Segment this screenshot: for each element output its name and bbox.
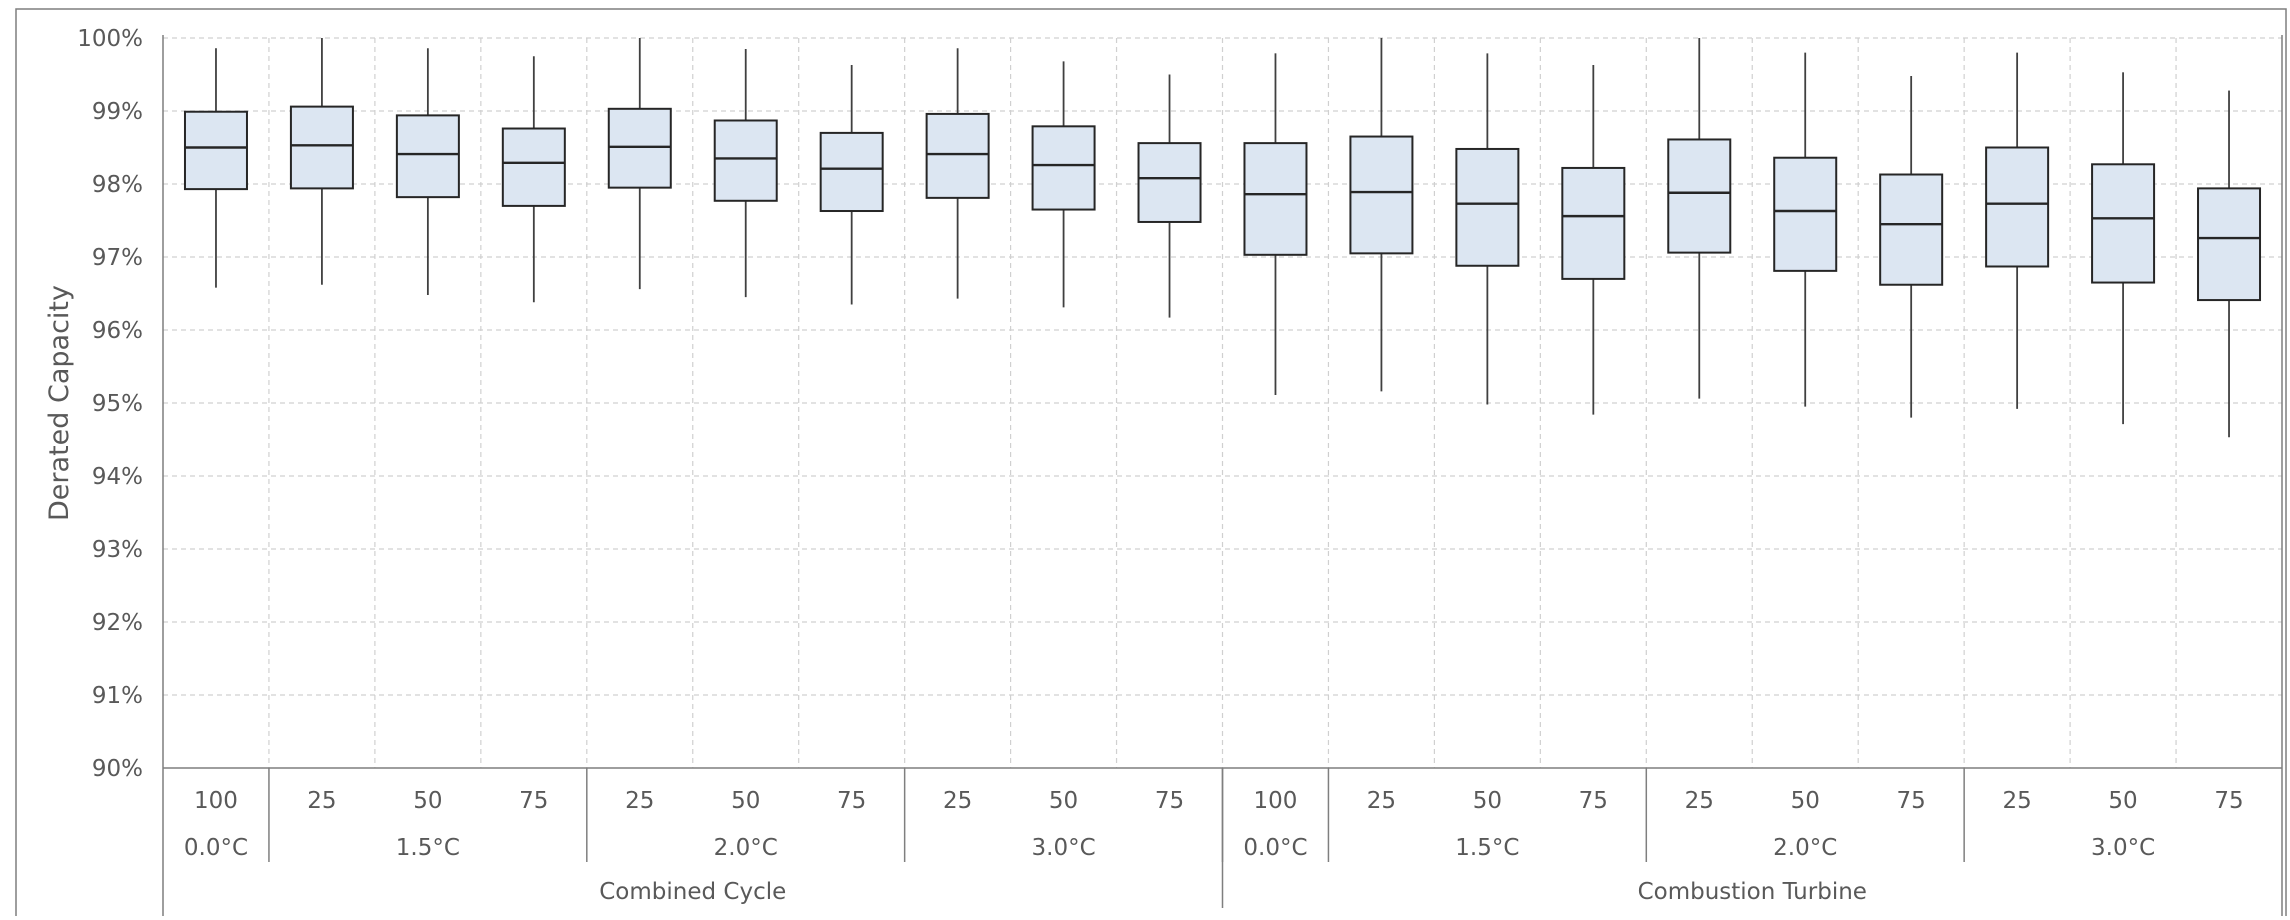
box-iqr	[1031, 125, 1096, 211]
x-tick-label: 75	[519, 788, 548, 814]
box-iqr	[1667, 138, 1732, 254]
x-tick-label: 25	[625, 788, 654, 814]
y-axis-label: Derated Capacity	[44, 285, 75, 521]
chart-frame	[15, 8, 2287, 920]
y-tick-label: 98%	[92, 172, 143, 198]
x-tick-label: 75	[1897, 788, 1926, 814]
y-tick-label: 93%	[92, 537, 143, 563]
x-tick-label: 25	[307, 788, 336, 814]
x-tick-label: 75	[1579, 788, 1608, 814]
box-iqr	[1985, 146, 2050, 268]
x-group-label: 1.5°C	[396, 835, 460, 861]
y-tick-label: 99%	[92, 99, 143, 125]
x-tick-label: 100	[194, 788, 238, 814]
x-tick-label: 25	[2002, 788, 2031, 814]
box-iqr	[1455, 147, 1520, 267]
x-group-label: 3.0°C	[1032, 835, 1096, 861]
x-level-label: Combined Cycle	[599, 879, 786, 905]
x-tick-label: 75	[837, 788, 866, 814]
box-iqr	[607, 107, 672, 189]
x-group-label: 0.0°C	[1243, 835, 1307, 861]
y-tick-label: 95%	[92, 391, 143, 417]
x-tick-label: 25	[943, 788, 972, 814]
y-tick-label: 96%	[92, 318, 143, 344]
box-iqr	[713, 119, 778, 202]
x-tick-label: 75	[2214, 788, 2243, 814]
x-group-label: 3.0°C	[2091, 835, 2155, 861]
box-iqr	[2197, 187, 2262, 302]
x-tick-label: 50	[413, 788, 442, 814]
y-tick-label: 90%	[92, 756, 143, 782]
box-iqr	[1243, 142, 1308, 256]
x-tick-label: 25	[1367, 788, 1396, 814]
x-tick-label: 100	[1254, 788, 1298, 814]
x-group-label: 1.5°C	[1455, 835, 1519, 861]
box-iqr	[925, 112, 990, 199]
box-iqr	[1349, 135, 1414, 255]
x-group-label: 2.0°C	[714, 835, 778, 861]
box-iqr	[395, 114, 460, 199]
x-tick-label: 50	[1473, 788, 1502, 814]
x-tick-label: 50	[731, 788, 760, 814]
box-iqr	[1137, 142, 1202, 223]
box-iqr	[819, 131, 884, 213]
y-tick-label: 94%	[92, 464, 143, 490]
box-iqr	[289, 105, 354, 190]
box-iqr	[501, 127, 566, 207]
x-tick-label: 50	[1791, 788, 1820, 814]
y-tick-label: 92%	[92, 610, 143, 636]
box-iqr	[183, 110, 248, 191]
x-tick-label: 50	[2108, 788, 2137, 814]
x-group-label: 0.0°C	[184, 835, 248, 861]
x-tick-label: 50	[1049, 788, 1078, 814]
y-tick-label: 91%	[92, 683, 143, 709]
y-tick-label: 100%	[77, 26, 143, 52]
x-level-label: Combustion Turbine	[1638, 879, 1867, 905]
box-iqr	[1879, 173, 1944, 286]
x-tick-label: 75	[1155, 788, 1184, 814]
x-group-label: 2.0°C	[1773, 835, 1837, 861]
x-tick-label: 25	[1685, 788, 1714, 814]
box-iqr	[2091, 163, 2156, 284]
box-iqr	[1773, 156, 1838, 272]
box-iqr	[1561, 166, 1626, 280]
y-tick-label: 97%	[92, 245, 143, 271]
